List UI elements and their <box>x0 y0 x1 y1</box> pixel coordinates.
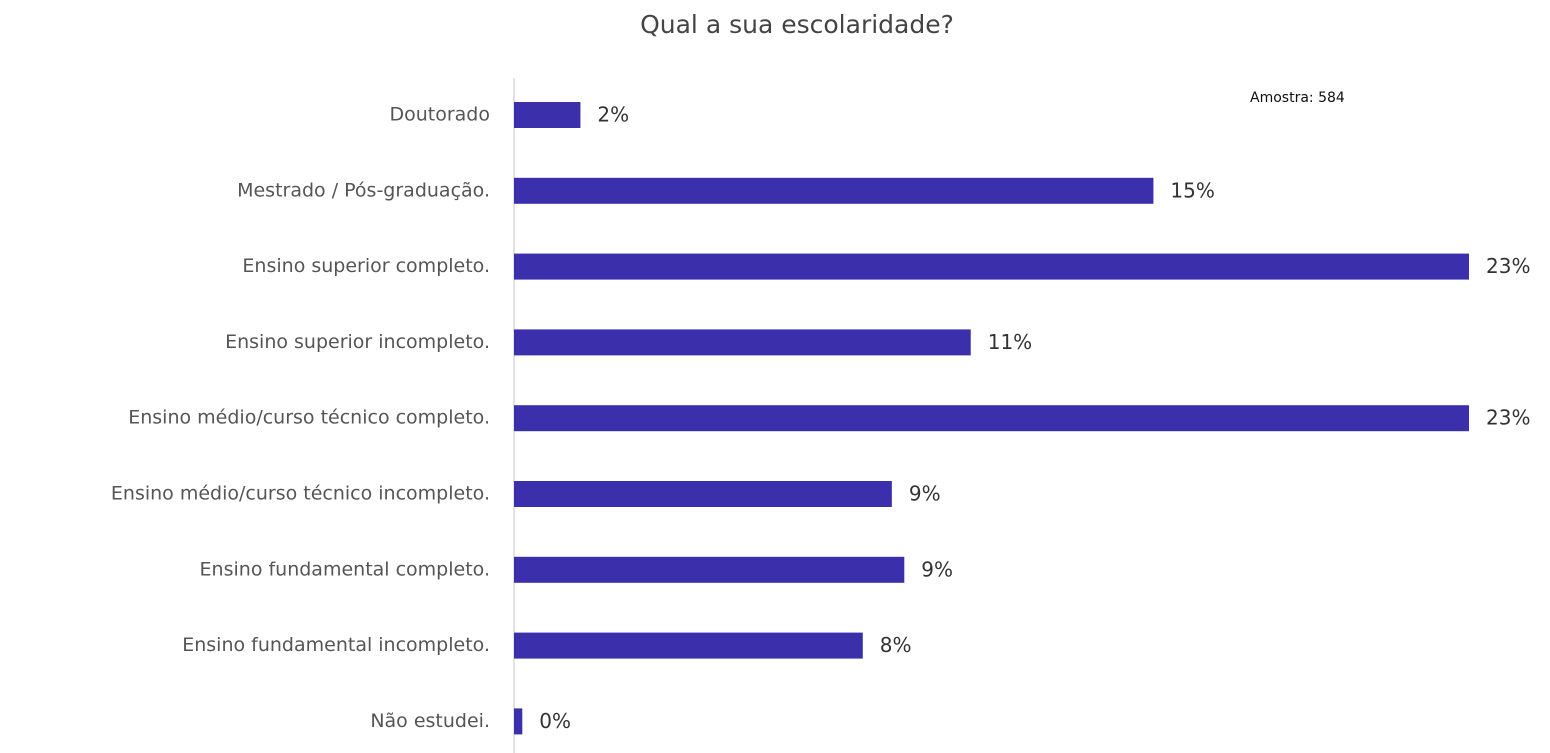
chart-title: Qual a sua escolaridade? <box>640 10 954 39</box>
bar <box>514 405 1469 432</box>
category-label: Mestrado / Pós-graduação. <box>237 179 490 201</box>
value-label: 15% <box>1170 178 1214 202</box>
category-label: Ensino médio/curso técnico incompleto. <box>111 483 490 505</box>
value-label: 9% <box>921 557 953 581</box>
value-label: 23% <box>1486 406 1530 430</box>
bar <box>514 177 1154 204</box>
value-label: 11% <box>988 330 1032 354</box>
bar <box>514 632 863 659</box>
category-label: Ensino superior completo. <box>242 255 490 277</box>
bar <box>514 329 971 356</box>
category-label: Não estudei. <box>370 710 490 732</box>
value-label: 2% <box>597 103 629 127</box>
category-label: Ensino superior incompleto. <box>225 331 490 353</box>
category-label: Ensino fundamental incompleto. <box>182 634 490 656</box>
bar <box>514 708 523 735</box>
bar <box>514 102 581 128</box>
category-label: Ensino médio/curso técnico completo. <box>128 407 490 429</box>
value-label: 0% <box>539 709 571 733</box>
value-label: 9% <box>909 482 941 506</box>
bar <box>514 556 905 583</box>
value-label: 8% <box>880 633 912 657</box>
category-label: Ensino fundamental completo. <box>200 558 490 580</box>
category-label: Doutorado <box>389 104 490 126</box>
bar <box>514 481 892 507</box>
annotation: Amostra: 584 <box>1250 90 1345 106</box>
value-label: 23% <box>1486 254 1530 278</box>
bar <box>514 253 1469 280</box>
